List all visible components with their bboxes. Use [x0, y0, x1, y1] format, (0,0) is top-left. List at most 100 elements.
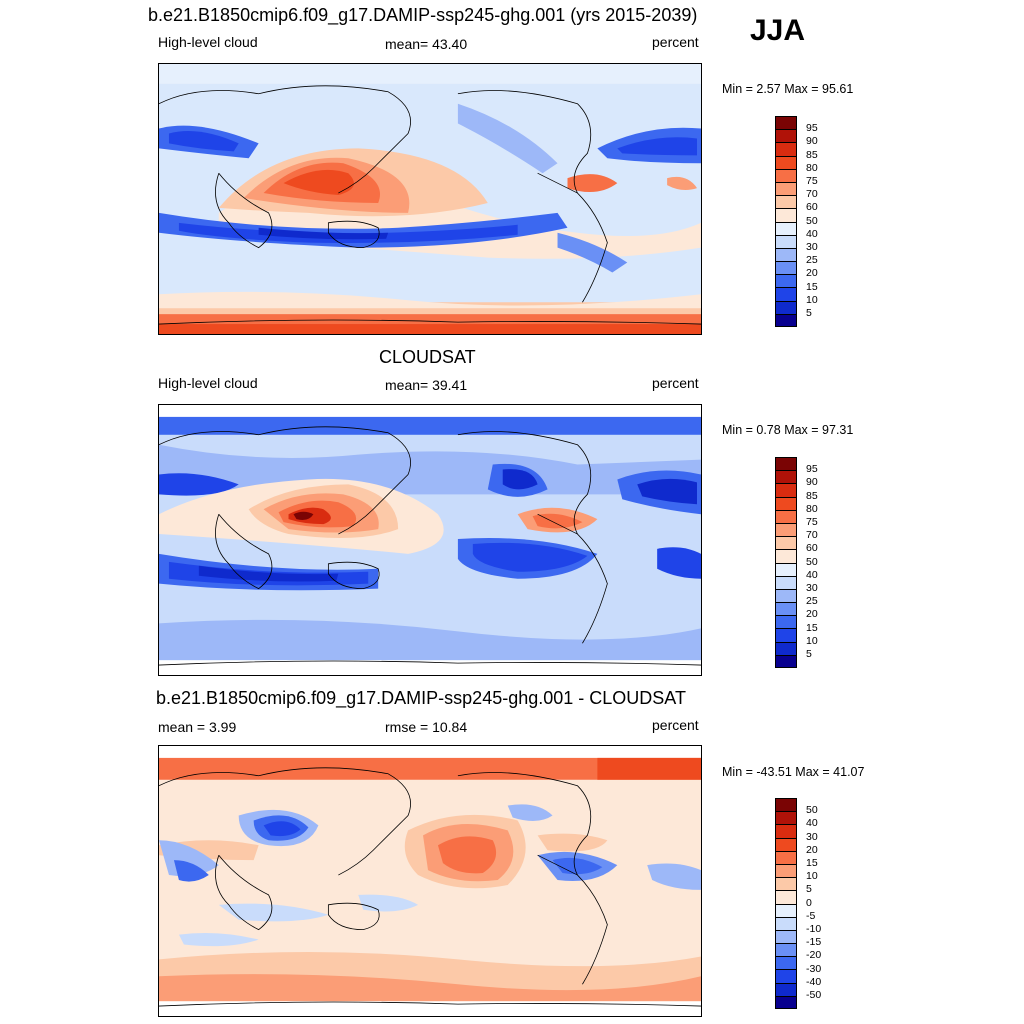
colorbar-swatch	[775, 234, 797, 248]
colorbar-swatch	[775, 956, 797, 970]
colorbar-tick-label: 60	[806, 201, 818, 214]
colorbar-tick-label: 5	[806, 307, 812, 319]
colorbar-swatch	[775, 155, 797, 169]
panel3-minmax: Min = -43.51 Max = 41.07	[722, 765, 865, 779]
colorbar-tick-label: -10	[806, 923, 822, 935]
colorbar-swatch	[775, 470, 797, 484]
colorbar-swatch	[775, 116, 797, 130]
colorbar-tick-label: 40	[806, 227, 818, 240]
colorbar-swatch	[775, 129, 797, 143]
colorbar-swatch	[775, 890, 797, 904]
panel1-minmax: Min = 2.57 Max = 95.61	[722, 82, 854, 96]
colorbar-tick-label: 40	[806, 568, 818, 581]
colorbar-swatch	[775, 483, 797, 497]
panel1-title: b.e21.B1850cmip6.f09_g17.DAMIP-ssp245-gh…	[148, 5, 698, 25]
panel2-map-plot	[159, 405, 701, 675]
colorbar-swatch	[775, 168, 797, 182]
colorbar-tick-label: 25	[806, 254, 818, 267]
colorbar-swatch	[775, 181, 797, 196]
colorbar-swatch	[775, 247, 797, 262]
panel2-colorbar	[775, 457, 797, 668]
colorbar-swatch	[775, 287, 797, 301]
colorbar-swatch	[775, 195, 797, 209]
colorbar-tick-label: 15	[806, 280, 818, 293]
colorbar-tick-label: 80	[806, 502, 818, 515]
colorbar-swatch	[775, 562, 797, 576]
panel2-variable-label: High-level cloud	[158, 375, 258, 391]
panel1-units-label: percent	[652, 34, 699, 50]
colorbar-swatch	[775, 811, 797, 825]
colorbar-swatch	[775, 274, 797, 288]
colorbar-tick-label: 75	[806, 516, 818, 528]
colorbar-tick-label: -5	[806, 909, 816, 922]
panel3-units-label: percent	[652, 717, 699, 733]
colorbar-tick-label: 15	[806, 857, 818, 869]
colorbar-tick-label: 20	[806, 843, 818, 856]
panel3-map-plot	[159, 746, 701, 1016]
colorbar-tick-label: 80	[806, 161, 818, 174]
colorbar-tick-label: 50	[806, 214, 818, 227]
colorbar-tick-label: 70	[806, 188, 818, 201]
colorbar-tick-label: 20	[806, 267, 818, 280]
colorbar-swatch	[775, 969, 797, 983]
colorbar-tick-label: 60	[806, 542, 818, 555]
colorbar-tick-label: 40	[806, 817, 818, 830]
panel1-map	[158, 63, 702, 335]
colorbar-tick-label: -40	[806, 975, 822, 988]
colorbar-swatch	[775, 850, 797, 864]
colorbar-swatch	[775, 903, 797, 917]
colorbar-swatch	[775, 863, 797, 878]
colorbar-swatch	[775, 536, 797, 550]
colorbar-swatch	[775, 313, 797, 327]
colorbar-tick-label: 90	[806, 135, 818, 148]
colorbar-swatch	[775, 628, 797, 642]
panel2-mean-label: mean= 39.41	[385, 377, 468, 393]
colorbar-tick-label: 10	[806, 634, 818, 647]
colorbar-swatch	[775, 221, 797, 235]
colorbar-tick-label: -50	[806, 989, 822, 1001]
colorbar-swatch	[775, 943, 797, 957]
colorbar-tick-label: 10	[806, 293, 818, 306]
colorbar-swatch	[775, 575, 797, 589]
colorbar-swatch	[775, 995, 797, 1009]
colorbar-tick-label: 75	[806, 175, 818, 187]
colorbar-swatch	[775, 929, 797, 944]
colorbar-tick-label: 30	[806, 830, 818, 843]
colorbar-swatch	[775, 496, 797, 510]
season-label: JJA	[750, 14, 806, 47]
colorbar-swatch	[775, 837, 797, 851]
colorbar-swatch	[775, 916, 797, 930]
colorbar-swatch	[775, 615, 797, 629]
colorbar-swatch	[775, 208, 797, 222]
colorbar-tick-label: 50	[806, 555, 818, 568]
colorbar-swatch	[775, 588, 797, 603]
panel3-title: b.e21.B1850cmip6.f09_g17.DAMIP-ssp245-gh…	[156, 688, 686, 708]
colorbar-tick-label: 70	[806, 529, 818, 542]
panel3-rmse-label: rmse = 10.84	[385, 719, 468, 735]
panel2-title: CLOUDSAT	[379, 347, 476, 367]
colorbar-tick-label: 5	[806, 883, 812, 896]
panel3-colorbar	[775, 798, 797, 1009]
panel2-units-label: percent	[652, 375, 699, 391]
colorbar-tick-label: 85	[806, 148, 818, 161]
panel1-map-plot	[159, 64, 701, 334]
panel1-variable-label: High-level cloud	[158, 34, 258, 50]
colorbar-tick-label: 0	[806, 896, 812, 909]
colorbar-tick-label: 20	[806, 608, 818, 621]
colorbar-tick-label: 50	[806, 804, 818, 817]
colorbar-tick-label: 10	[806, 870, 818, 883]
colorbar-tick-label: 95	[806, 122, 818, 135]
colorbar-tick-label: 95	[806, 463, 818, 476]
panel1-colorbar	[775, 116, 797, 327]
colorbar-swatch	[775, 457, 797, 471]
colorbar-tick-label: -20	[806, 949, 822, 962]
colorbar-swatch	[775, 549, 797, 563]
colorbar-swatch	[775, 300, 797, 314]
colorbar-tick-label: -15	[806, 936, 822, 949]
colorbar-tick-label: 30	[806, 582, 818, 594]
colorbar-tick-label: 15	[806, 621, 818, 634]
panel2-minmax: Min = 0.78 Max = 97.31	[722, 423, 854, 437]
panel1-mean-label: mean= 43.40	[385, 36, 468, 52]
colorbar-tick-label: 30	[806, 241, 818, 253]
colorbar-swatch	[775, 641, 797, 655]
